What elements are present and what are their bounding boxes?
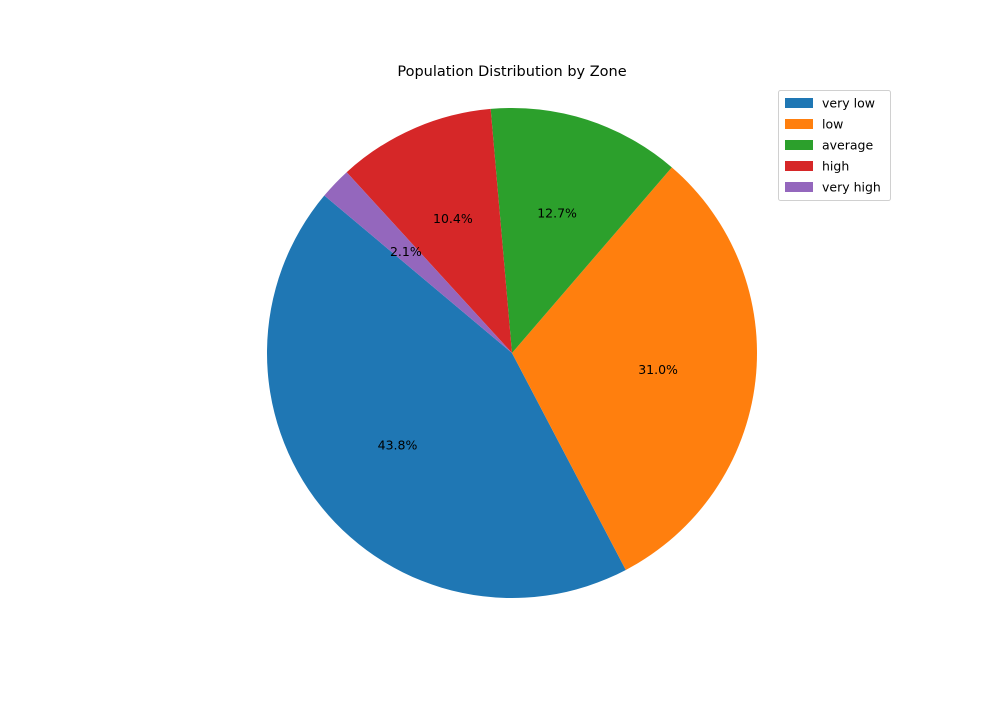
pie-slice-average (490, 107, 672, 353)
slice-label-high: 10.4% (433, 211, 473, 226)
legend-items: very low low average high very high (785, 96, 881, 195)
pie-slices (267, 107, 757, 598)
legend-label-low: low (822, 117, 843, 132)
legend-swatch-high (785, 161, 813, 171)
legend-swatch-low (785, 119, 813, 129)
legend-label-very-low: very low (822, 96, 875, 111)
slice-label-average: 12.7% (537, 206, 577, 221)
legend-label-high: high (822, 159, 849, 174)
pie-slice-high (346, 108, 512, 353)
legend-label-average: average (822, 138, 873, 153)
pie-slice-low (512, 167, 757, 570)
chart-title: Population Distribution by Zone (397, 64, 626, 80)
legend: very low low average high very high (778, 90, 891, 201)
legend-frame (778, 90, 891, 201)
legend-swatch-very-low (785, 98, 813, 108)
legend-swatch-very-high (785, 182, 813, 192)
slice-percent-labels: 43.8% 31.0% 12.7% 10.4% 2.1% (378, 206, 678, 453)
legend-label-very-high: very high (822, 180, 881, 195)
slice-label-low: 31.0% (638, 362, 678, 377)
slice-label-very-low: 43.8% (378, 438, 418, 453)
pie-slice-very-low (267, 195, 626, 598)
legend-swatch-average (785, 140, 813, 150)
slice-label-very-high: 2.1% (390, 244, 422, 259)
pie-slice-very-high (324, 172, 512, 353)
